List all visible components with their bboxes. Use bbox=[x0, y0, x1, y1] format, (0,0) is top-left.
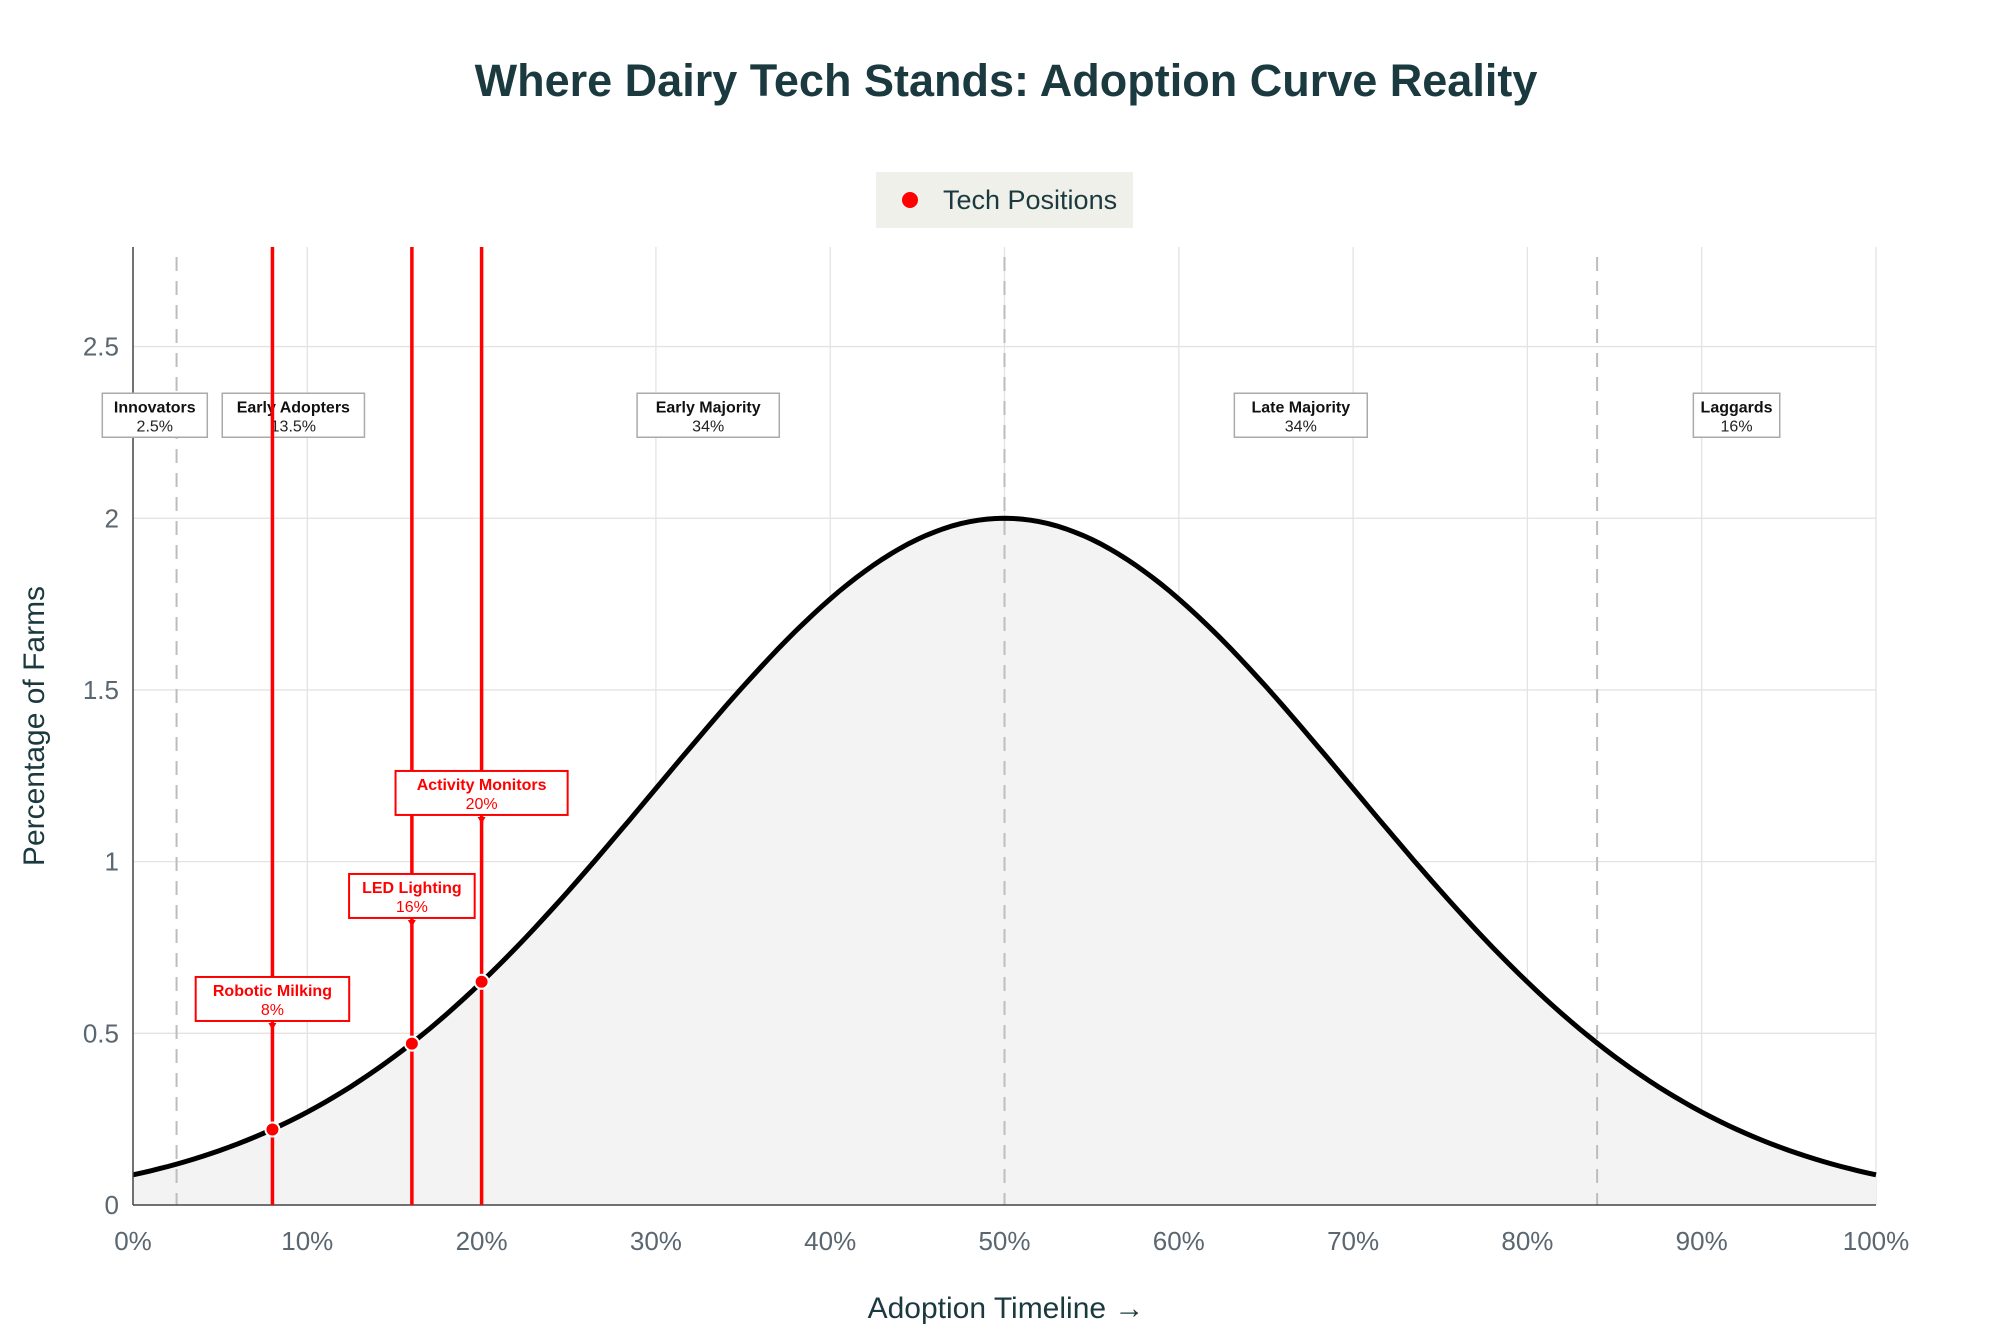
tech-label-box bbox=[194, 975, 351, 1022]
x-tick-label: 20% bbox=[456, 1226, 508, 1256]
y-tick-label: 2 bbox=[105, 503, 119, 533]
legend-label: Tech Positions bbox=[943, 185, 1117, 215]
y-tick-label: 0.5 bbox=[83, 1018, 119, 1048]
segment-label-box bbox=[1233, 392, 1369, 439]
x-tick-label: 90% bbox=[1676, 1226, 1728, 1256]
segment-label-box bbox=[221, 392, 366, 439]
x-tick-label: 10% bbox=[281, 1226, 333, 1256]
x-tick-label: 70% bbox=[1327, 1226, 1379, 1256]
x-tick-label: 80% bbox=[1501, 1226, 1553, 1256]
tech-arrow-icon bbox=[407, 919, 416, 927]
y-tick-label: 1.5 bbox=[83, 675, 119, 705]
legend-marker bbox=[902, 192, 918, 208]
segment-share: 34% bbox=[1285, 418, 1317, 435]
x-tick-label: 50% bbox=[978, 1226, 1030, 1256]
chart-title: Where Dairy Tech Stands: Adoption Curve … bbox=[475, 55, 1538, 106]
segment-name: Early Majority bbox=[656, 399, 761, 416]
segment-label-box bbox=[101, 392, 209, 439]
segment-share: 13.5% bbox=[271, 418, 316, 435]
tech-arrow-icon bbox=[477, 816, 486, 824]
legend-box bbox=[876, 172, 1133, 228]
tech-label-box bbox=[394, 769, 569, 816]
x-tick-label: 60% bbox=[1153, 1226, 1205, 1256]
tech-position-marker bbox=[473, 973, 490, 990]
segment-share: 16% bbox=[1721, 418, 1753, 435]
y-axis-label: Percentage of Farms bbox=[18, 586, 51, 866]
adoption-curve-line bbox=[132, 515, 1877, 1178]
x-tick-label: 30% bbox=[630, 1226, 682, 1256]
y-tick-label: 0 bbox=[105, 1190, 119, 1220]
tech-label-box bbox=[348, 872, 476, 919]
segment-share: 2.5% bbox=[137, 418, 173, 435]
tech-arrow-icon bbox=[268, 1022, 277, 1030]
tech-position-marker bbox=[403, 1035, 420, 1052]
segment-label-box bbox=[1692, 392, 1781, 439]
tech-position-marker bbox=[264, 1121, 281, 1138]
segment-share: 34% bbox=[692, 418, 724, 435]
segment-labels: Innovators 2.5% Early Adopters 13.5% Early M… bbox=[101, 392, 1781, 439]
tech-label: LED Lighting bbox=[362, 880, 462, 897]
segment-name: Innovators bbox=[114, 399, 196, 416]
x-axis-label: Adoption Timeline → bbox=[868, 1292, 1145, 1325]
segment-label-box bbox=[636, 392, 781, 439]
y-tick-label: 2.5 bbox=[83, 332, 119, 362]
segment-name: Early Adopters bbox=[237, 399, 350, 416]
tech-label: Activity Monitors bbox=[417, 777, 547, 794]
x-tick-label: 100% bbox=[1843, 1226, 1910, 1256]
tech-label: Robotic Milking bbox=[213, 983, 332, 1000]
x-tick-label: 0% bbox=[114, 1226, 152, 1256]
segment-name: Laggards bbox=[1701, 399, 1773, 416]
tech-value-label: 20% bbox=[466, 796, 498, 813]
tech-positions: Robotic Milking 8% LED Lighting 16% Activity… bbox=[194, 247, 569, 1205]
tech-value-label: 16% bbox=[396, 899, 428, 916]
legend[interactable]: Tech Positions bbox=[876, 172, 1133, 228]
x-tick-label: 40% bbox=[804, 1226, 856, 1256]
segment-name: Late Majority bbox=[1251, 399, 1350, 416]
y-tick-label: 1 bbox=[105, 847, 119, 877]
tech-value-label: 8% bbox=[261, 1002, 284, 1019]
